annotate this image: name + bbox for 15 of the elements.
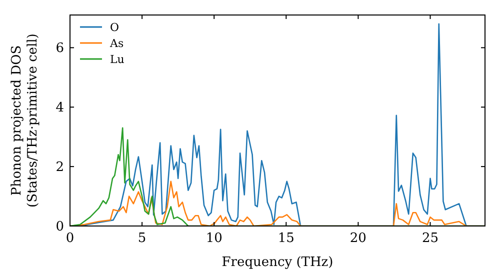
x-tick-label: 0 xyxy=(66,231,74,246)
x-tick-label: 20 xyxy=(350,231,366,246)
legend-label: As xyxy=(109,37,124,50)
legend-label: Lu xyxy=(110,53,124,66)
x-tick-label: 25 xyxy=(422,231,439,246)
x-axis-title: Frequency (THz) xyxy=(222,255,334,270)
y-tick-label: 6 xyxy=(56,41,64,56)
y-tick-label: 2 xyxy=(56,160,64,176)
x-tick-label: 15 xyxy=(278,231,294,246)
y-tick-label: 4 xyxy=(56,100,64,116)
y-tick-label: 0 xyxy=(56,220,64,234)
y-axis-title: Phonon projected DOS (States/THz·primitive cell) xyxy=(10,33,40,208)
x-tick-label: 5 xyxy=(138,231,146,246)
legend-label: O xyxy=(110,21,120,34)
x-tick-label: 10 xyxy=(206,231,222,246)
